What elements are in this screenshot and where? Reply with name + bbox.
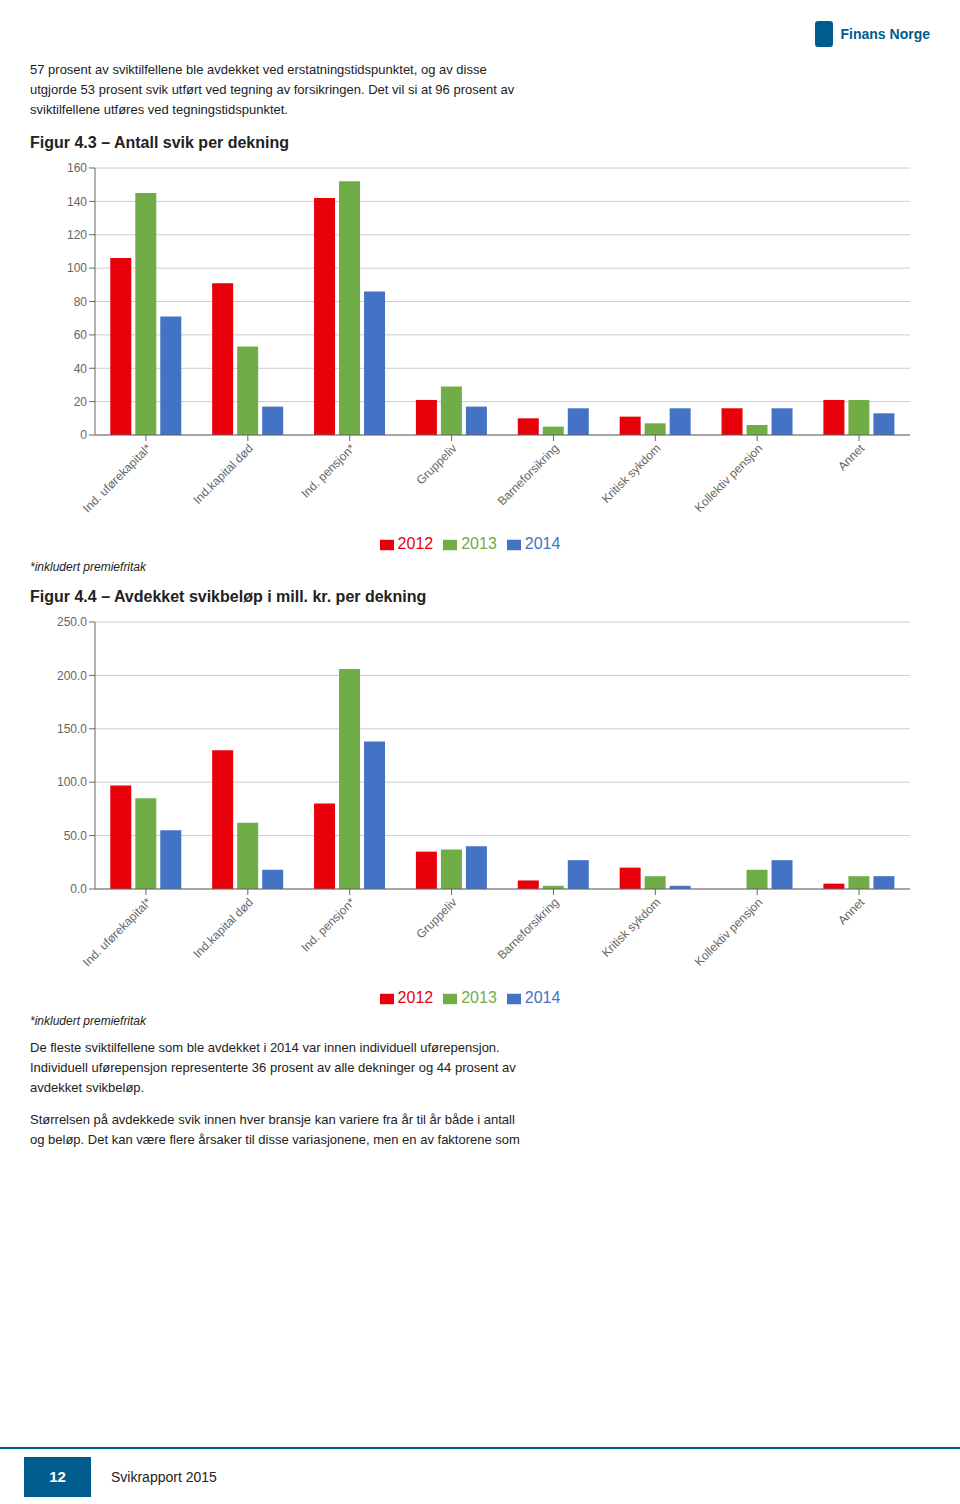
svg-text:200.0: 200.0 <box>57 669 87 683</box>
html-text:sviktilfellene utføres ved teg: sviktilfellene utføres ved tegningstidsp… <box>30 102 288 117</box>
html-text:2012: 2012 <box>397 535 434 552</box>
html-text:De fleste sviktilfellene som b: De fleste sviktilfellene som ble avdekke… <box>30 1040 500 1055</box>
svg-text:160: 160 <box>67 161 87 175</box>
html-text:2014: 2014 <box>524 535 561 552</box>
svg-text:100.0: 100.0 <box>57 775 87 789</box>
svg-text:120: 120 <box>67 228 87 242</box>
html-text:Individuell uførepensjon repre: Individuell uførepensjon representerte 3… <box>30 1060 516 1075</box>
svg-text:Kritisk sykdom: Kritisk sykdom <box>599 441 664 506</box>
html-text:*inkludert premiefritak: *inkludert premiefritak <box>30 560 146 574</box>
svg-text:Kollektiv pensjon: Kollektiv pensjon <box>692 441 766 515</box>
svg-text:0.0: 0.0 <box>70 882 87 896</box>
svg-text:60: 60 <box>74 328 88 342</box>
html-text:og beløp. Det kan være flere å: og beløp. Det kan være flere årsaker til… <box>30 1132 520 1147</box>
svg-text:100: 100 <box>67 261 87 275</box>
svg-text:Barneforsikring: Barneforsikring <box>495 441 562 508</box>
svg-text:Annet: Annet <box>835 895 868 928</box>
html-text:Størrelsen på avdekkede svik i: Størrelsen på avdekkede svik innen hver … <box>30 1112 515 1127</box>
html-text:2013: 2013 <box>461 535 497 552</box>
svg-text:0: 0 <box>80 428 87 442</box>
svg-text:50.0: 50.0 <box>64 829 88 843</box>
html-text:avdekket svikbeløp.: avdekket svikbeløp. <box>30 1080 145 1095</box>
svg-text:40: 40 <box>74 362 88 376</box>
html-text:12: 12 <box>49 1468 66 1485</box>
html-text:57 prosent av sviktilfellene b: 57 prosent av sviktilfellene ble avdekke… <box>30 62 487 77</box>
svg-text:Gruppeliv: Gruppeliv <box>413 895 459 941</box>
svg-text:Kritisk sykdom: Kritisk sykdom <box>599 895 664 960</box>
svg-text:Gruppeliv: Gruppeliv <box>413 441 459 487</box>
html-text:Svikrapport 2015: Svikrapport 2015 <box>111 1468 217 1485</box>
svg-text:Kollektiv pensjon: Kollektiv pensjon <box>692 895 766 969</box>
svg-text:150.0: 150.0 <box>57 722 87 736</box>
svg-text:Ind.kapital død: Ind.kapital død <box>190 441 256 507</box>
svg-text:Ind. uførekapital*: Ind. uførekapital* <box>80 441 154 515</box>
svg-text:80: 80 <box>74 295 88 309</box>
svg-text:Ind. pensjon*: Ind. pensjon* <box>298 895 358 955</box>
html-text:2012: 2012 <box>397 989 434 1006</box>
html-text:2014: 2014 <box>524 989 561 1006</box>
svg-text:250.0: 250.0 <box>57 615 87 629</box>
svg-text:140: 140 <box>67 195 87 209</box>
html-text:Figur 4.4 – Avdekket svikbeløp: Figur 4.4 – Avdekket svikbeløp i mill. k… <box>30 588 427 605</box>
html-text:utgjorde 53 prosent svik utfør: utgjorde 53 prosent svik utført ved tegn… <box>30 82 515 97</box>
html-text:*inkludert premiefritak: *inkludert premiefritak <box>30 1014 146 1028</box>
html-text:Finans Norge: Finans Norge <box>840 26 930 42</box>
html-text:2013: 2013 <box>461 989 497 1006</box>
svg-text:20: 20 <box>74 395 88 409</box>
svg-text:Ind. uførekapital*: Ind. uførekapital* <box>80 895 154 969</box>
html-text:Figur 4.3 – Antall svik per de: Figur 4.3 – Antall svik per dekning <box>30 134 289 151</box>
svg-text:Ind.kapital død: Ind.kapital død <box>190 895 256 961</box>
svg-text:Ind. pensjon*: Ind. pensjon* <box>298 441 358 501</box>
svg-text:Annet: Annet <box>835 441 868 474</box>
svg-text:Barneforsikring: Barneforsikring <box>495 895 562 962</box>
